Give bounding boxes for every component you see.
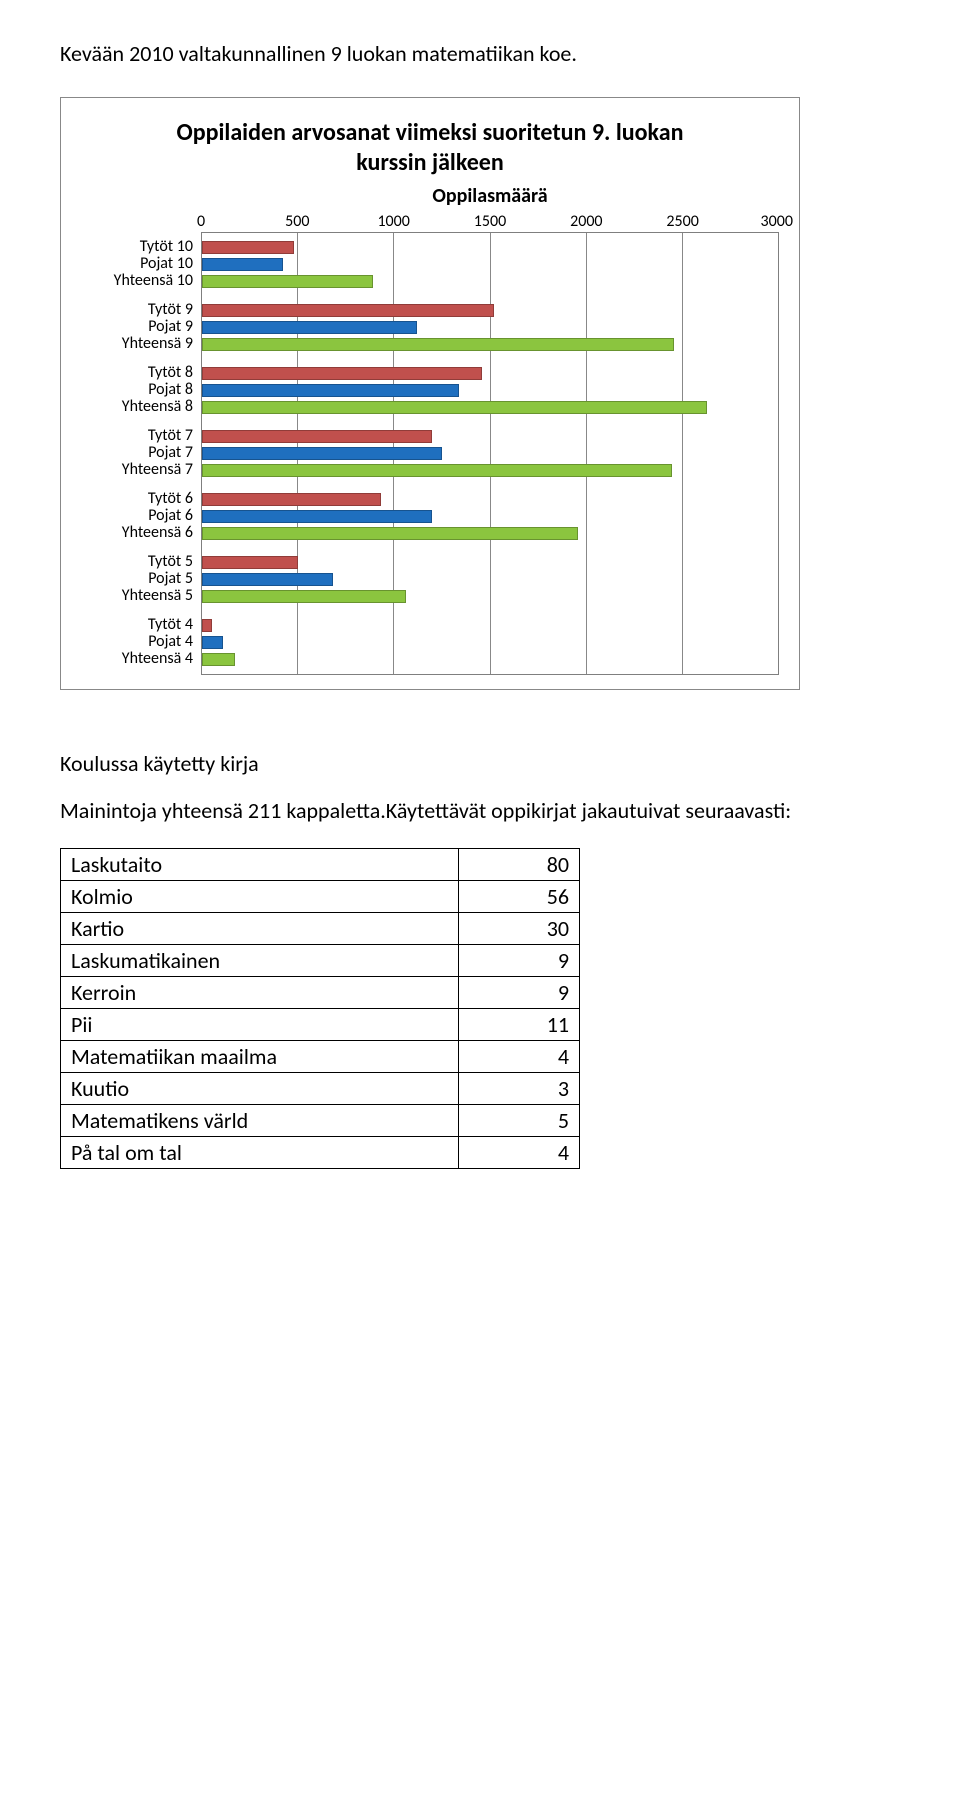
book-count: 3 <box>459 1073 580 1105</box>
book-count: 9 <box>459 977 580 1009</box>
category-label: Tytöt 9 <box>81 301 193 318</box>
category-label: Pojat 6 <box>81 507 193 524</box>
book-name: Laskutaito <box>61 849 459 881</box>
category-label: Yhteensä 7 <box>81 461 193 478</box>
book-count: 11 <box>459 1009 580 1041</box>
bar <box>202 556 298 569</box>
category-label: Tytöt 7 <box>81 427 193 444</box>
page-title: Kevään 2010 valtakunnallinen 9 luokan ma… <box>60 40 900 67</box>
bar <box>202 493 381 506</box>
book-name: Kartio <box>61 913 459 945</box>
bar <box>202 447 442 460</box>
category-label: Yhteensä 10 <box>81 272 193 289</box>
table-row: Matematikens värld5 <box>61 1105 580 1137</box>
bar <box>202 304 494 317</box>
book-name: På tal om tal <box>61 1137 459 1169</box>
book-name: Matematiikan maailma <box>61 1041 459 1073</box>
category-label: Yhteensä 5 <box>81 587 193 604</box>
books-heading: Koulussa käytetty kirja <box>60 750 900 777</box>
books-table: Laskutaito80Kolmio56Kartio30Laskumatikai… <box>60 848 580 1169</box>
bar <box>202 275 373 288</box>
category-label: Tytöt 8 <box>81 364 193 381</box>
table-row: Kerroin9 <box>61 977 580 1009</box>
category-label: Pojat 4 <box>81 633 193 650</box>
bar <box>202 653 235 666</box>
bar <box>202 258 283 271</box>
category-label: Tytöt 4 <box>81 616 193 633</box>
book-name: Kolmio <box>61 881 459 913</box>
chart-title: Oppilaiden arvosanat viimeksi suoritetun… <box>81 118 779 178</box>
bar <box>202 573 333 586</box>
category-label: Tytöt 6 <box>81 490 193 507</box>
book-name: Matematikens värld <box>61 1105 459 1137</box>
table-row: Laskutaito80 <box>61 849 580 881</box>
table-row: Kuutio3 <box>61 1073 580 1105</box>
category-label: Pojat 7 <box>81 444 193 461</box>
category-label: Pojat 8 <box>81 381 193 398</box>
books-paragraph: Mainintoja yhteensä 211 kappaletta.Käyte… <box>60 797 900 824</box>
category-label: Pojat 5 <box>81 570 193 587</box>
book-count: 9 <box>459 945 580 977</box>
table-row: På tal om tal4 <box>61 1137 580 1169</box>
bar <box>202 401 707 414</box>
x-tick-2: 1000 <box>377 212 409 231</box>
x-axis-ticks: 0 500 1000 1500 2000 25003000 <box>201 212 779 232</box>
table-row: Matematiikan maailma4 <box>61 1041 580 1073</box>
bar <box>202 464 672 477</box>
x-tick-4: 2000 <box>570 212 602 231</box>
book-count: 56 <box>459 881 580 913</box>
category-label: Yhteensä 4 <box>81 650 193 667</box>
chart-container: Oppilaiden arvosanat viimeksi suoritetun… <box>60 97 800 690</box>
bar <box>202 321 417 334</box>
bar <box>202 510 432 523</box>
bar <box>202 384 459 397</box>
book-name: Kerroin <box>61 977 459 1009</box>
category-label: Pojat 10 <box>81 255 193 272</box>
book-count: 30 <box>459 913 580 945</box>
table-row: Kartio30 <box>61 913 580 945</box>
book-count: 4 <box>459 1137 580 1169</box>
category-label: Yhteensä 6 <box>81 524 193 541</box>
bar <box>202 338 674 351</box>
bar <box>202 367 482 380</box>
book-count: 5 <box>459 1105 580 1137</box>
category-label: Yhteensä 9 <box>81 335 193 352</box>
x-tick-5: 2500 <box>666 212 698 231</box>
book-name: Kuutio <box>61 1073 459 1105</box>
category-label: Pojat 9 <box>81 318 193 335</box>
bar <box>202 527 578 540</box>
chart-title-line1: Oppilaiden arvosanat viimeksi suoritetun… <box>177 118 684 147</box>
x-tick-3: 1500 <box>474 212 506 231</box>
bar <box>202 241 294 254</box>
table-row: Pii11 <box>61 1009 580 1041</box>
table-row: Laskumatikainen9 <box>61 945 580 977</box>
table-row: Kolmio56 <box>61 881 580 913</box>
x-tick-0: 0 <box>197 212 205 231</box>
category-label: Yhteensä 8 <box>81 398 193 415</box>
axis-title: Oppilasmäärä <box>201 184 779 208</box>
book-name: Laskumatikainen <box>61 945 459 977</box>
chart-title-line2: kurssin jälkeen <box>356 148 503 177</box>
bar <box>202 590 406 603</box>
bar <box>202 430 432 443</box>
plot-area <box>201 232 779 675</box>
x-tick-1: 500 <box>285 212 309 231</box>
category-label: Tytöt 5 <box>81 553 193 570</box>
x-tick-6: 3000 <box>761 212 793 231</box>
category-labels-column: Tytöt 10Pojat 10Yhteensä 10Tytöt 9Pojat … <box>81 232 201 675</box>
bar <box>202 636 223 649</box>
book-count: 4 <box>459 1041 580 1073</box>
bar <box>202 619 212 632</box>
book-count: 80 <box>459 849 580 881</box>
category-label: Tytöt 10 <box>81 238 193 255</box>
book-name: Pii <box>61 1009 459 1041</box>
